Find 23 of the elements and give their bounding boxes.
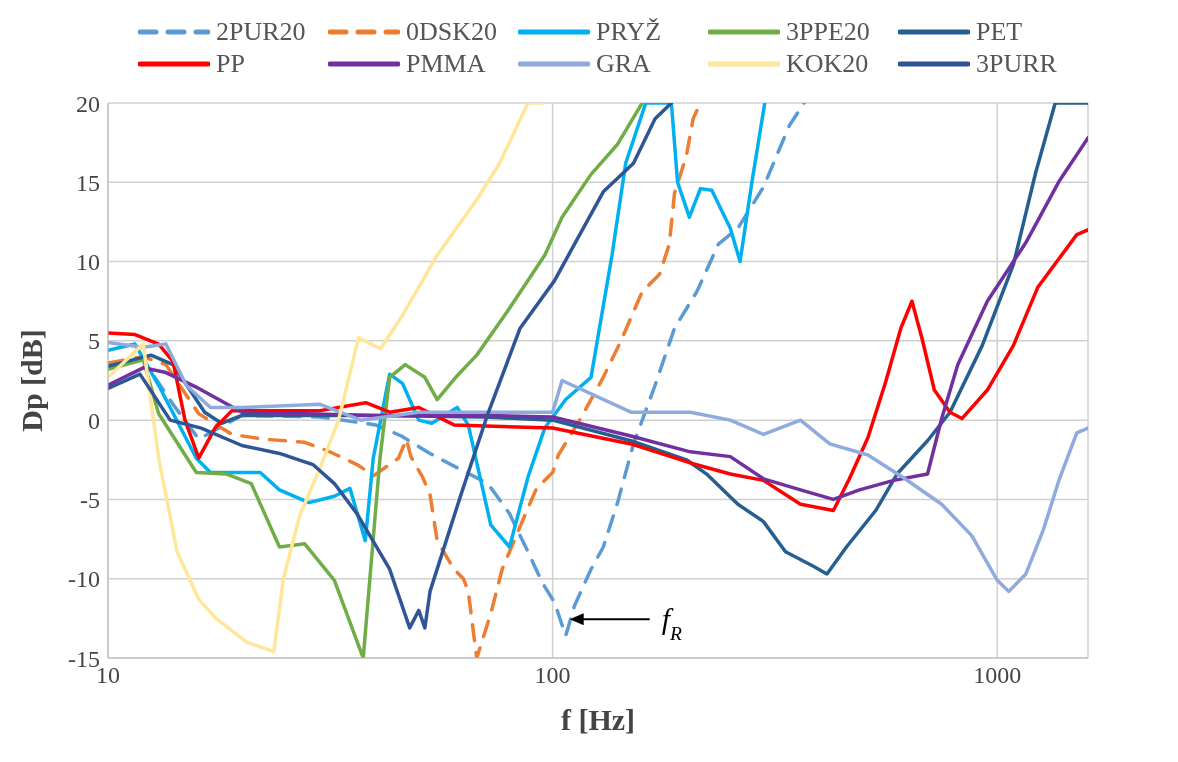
legend-label: 2PUR20 [216,17,306,47]
y-tick-label: -10 [68,566,100,593]
legend-label: GRA [596,49,651,79]
y-tick-label: -15 [68,645,100,672]
x-tick-label: 100 [534,662,571,689]
y-tick-label: -5 [80,486,100,513]
legend-label: 3PPE20 [786,17,870,47]
x-tick-label: 1000 [973,662,1022,689]
legend-label: 0DSK20 [406,17,498,47]
y-tick-label: 5 [88,328,100,355]
legend-label: PMMA [406,49,486,79]
annotation: f$_{R}$ [661,602,683,644]
legend-label: PRYŽ [596,17,662,47]
y-axis-title: Dp [dB] [15,329,48,432]
y-tick-label: 20 [76,90,100,117]
legend-label: PP [216,49,245,79]
legend-label: 3PURR [976,49,1057,79]
legend-label: KOK20 [786,49,869,79]
x-axis-title: f [Hz] [560,703,636,736]
y-tick-label: 15 [76,169,100,196]
legend-label: PET [976,17,1023,47]
y-tick-label: 10 [76,249,100,276]
y-tick-label: 0 [88,407,100,434]
